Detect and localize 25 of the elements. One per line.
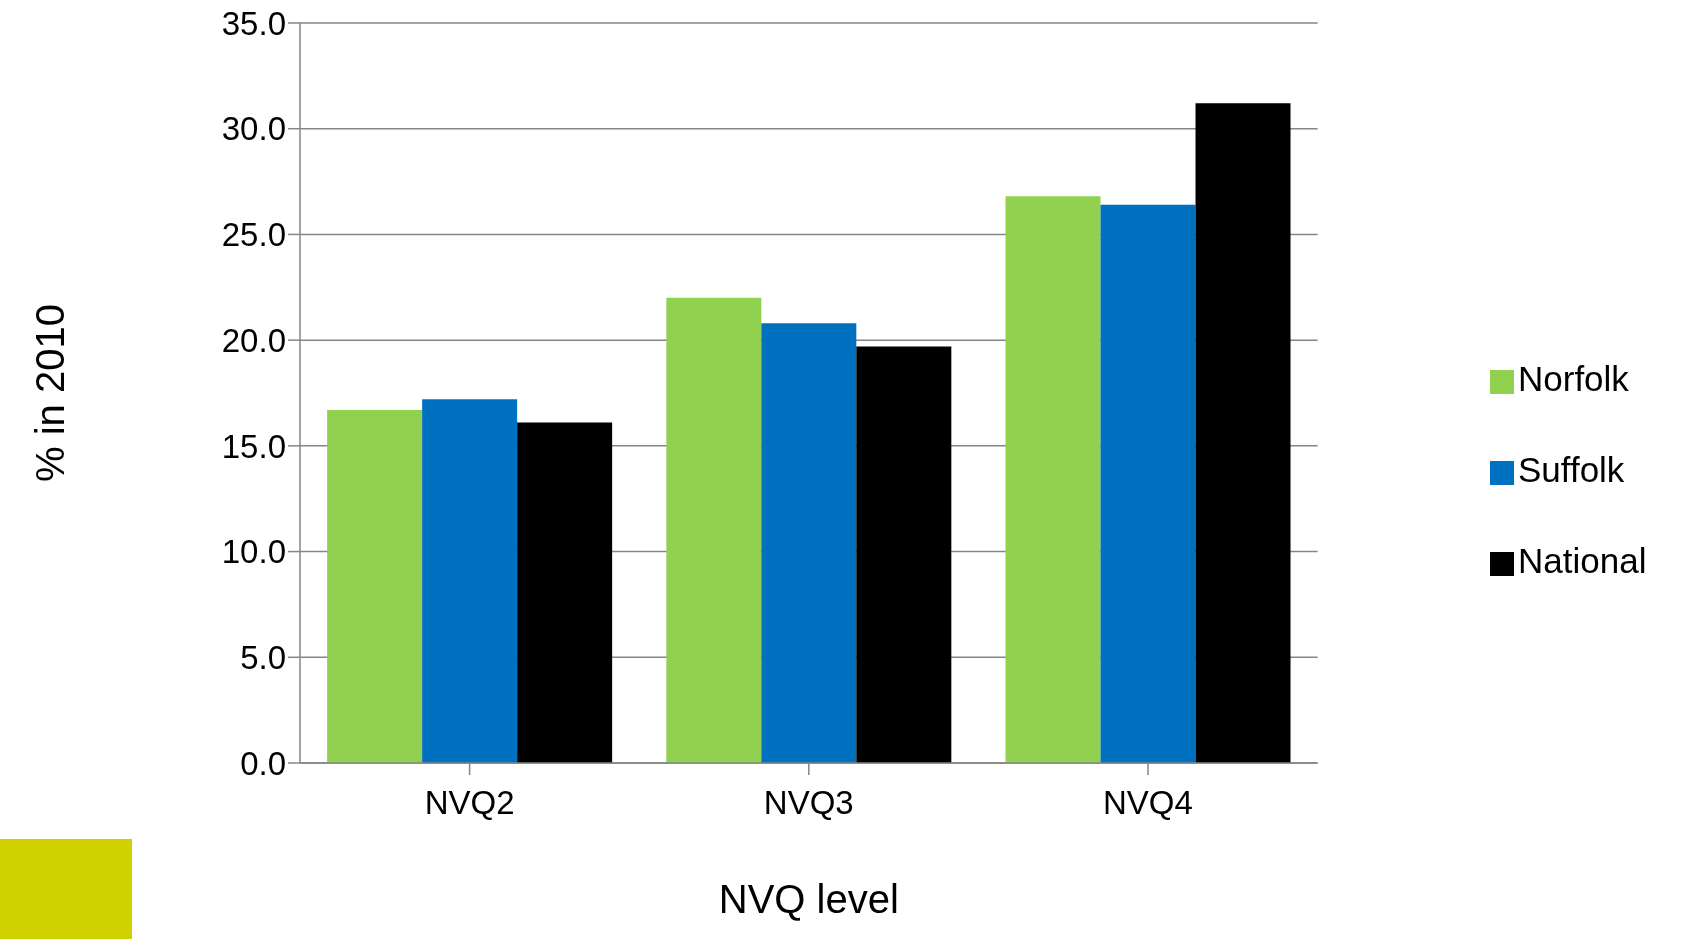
bar (327, 409, 423, 763)
x-tick-label: NVQ4 (1103, 784, 1193, 822)
y-axis-title: % in 2010 (28, 304, 73, 482)
bar (1005, 196, 1101, 763)
bar (1100, 204, 1196, 763)
bar (666, 297, 762, 763)
y-tick-label: 25.0 (221, 216, 286, 254)
y-tick-label: 30.0 (221, 110, 286, 148)
y-tick-label: 20.0 (221, 321, 286, 359)
legend-label: National (1518, 541, 1647, 580)
y-tick-label: 10.0 (221, 533, 286, 571)
legend-label: Suffolk (1518, 450, 1625, 489)
y-tick-label: 15.0 (221, 427, 286, 465)
bar (422, 399, 518, 763)
y-tick-label: 35.0 (221, 4, 286, 42)
legend-label: Norfolk (1518, 359, 1629, 398)
y-tick-label: 5.0 (240, 639, 286, 676)
bar (761, 323, 857, 763)
bar (856, 346, 952, 763)
x-tick-label: NVQ3 (763, 784, 854, 822)
bar (1195, 103, 1291, 763)
x-axis-title: NVQ level (718, 877, 899, 921)
y-tick-label: 0.0 (240, 744, 286, 782)
bar (517, 422, 613, 763)
x-tick-label: NVQ2 (424, 784, 515, 822)
